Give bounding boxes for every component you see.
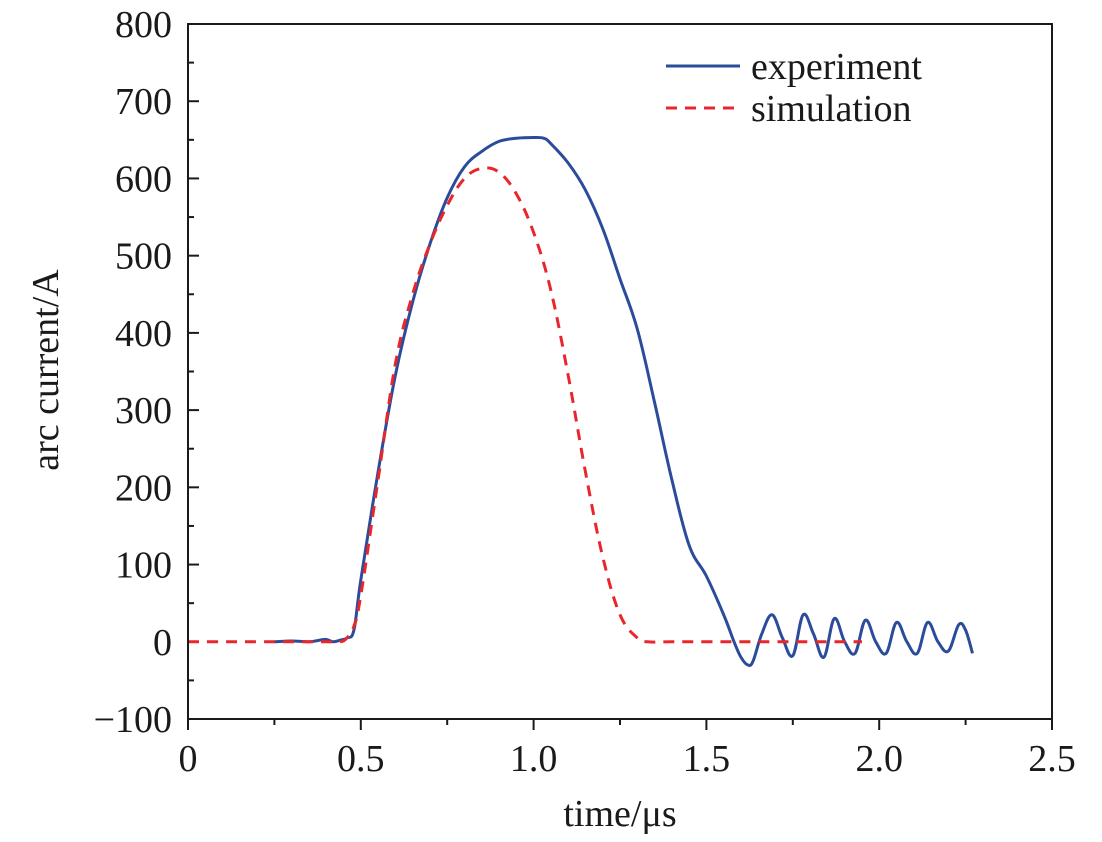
y-tick-label: 200 (115, 467, 172, 509)
series-line-simulation (187, 166, 862, 644)
y-tick-label: 100 (115, 545, 172, 587)
x-axis-title: time/μs (563, 793, 676, 835)
y-tick-label: 800 (115, 4, 172, 46)
x-tick-label: 2.0 (855, 738, 903, 780)
y-tick-label: 0 (153, 622, 172, 664)
series-line-experiment (274, 135, 974, 667)
legend-label-simulation: simulation (751, 88, 911, 130)
y-tick-label: 600 (115, 158, 172, 200)
x-tick-label: 1.5 (683, 738, 731, 780)
x-tick-label: 0 (179, 738, 198, 780)
y-tick-label: 700 (115, 81, 172, 123)
series-lines (187, 135, 974, 667)
legend: experiment simulation (666, 46, 922, 130)
axis-tick-labels: 0 0.5 1.0 1.5 2.0 2.5−10001002003004005006007… (94, 4, 1076, 780)
y-tick-label: −100 (94, 699, 172, 741)
y-tick-label: 500 (115, 236, 172, 278)
y-axis-title: arc current/A (25, 269, 67, 471)
x-tick-label: 2.5 (1028, 738, 1076, 780)
x-tick-label: 0.5 (337, 738, 385, 780)
y-tick-label: 400 (115, 313, 172, 355)
legend-label-experiment: experiment (751, 46, 922, 88)
y-tick-label: 300 (115, 390, 172, 432)
axis-ticks (187, 23, 1053, 730)
plot-frame (187, 23, 1053, 720)
x-tick-label: 1.0 (510, 738, 558, 780)
